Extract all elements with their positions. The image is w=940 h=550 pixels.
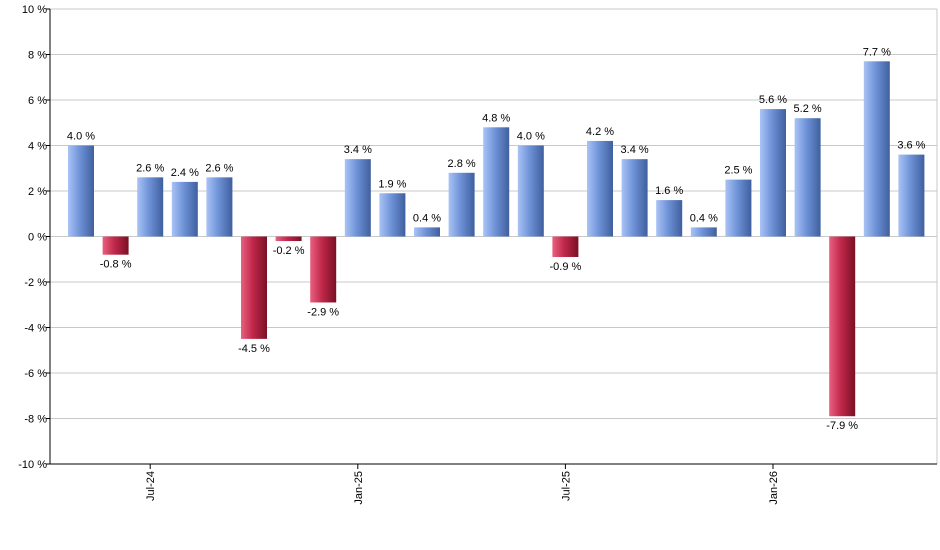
bar-value-label: 1.6 % [655,185,683,197]
bar-value-label: 1.9 % [378,178,406,190]
y-tick-label: 6 % [28,95,47,107]
bar-value-label: 2.6 % [205,162,233,174]
y-tick-label: 2 % [28,186,47,198]
y-tick-label: 10 % [22,4,47,16]
x-axis-tick-labels: Jul-24 Jan-25 Jul-25 Jan-26 [145,471,780,505]
bar-value-label: 0.4 % [690,212,718,224]
bar-value-label: -7.9 % [826,420,858,432]
bar-value-label: -2.9 % [307,306,339,318]
bar-value-label: -0.9 % [550,261,582,273]
bar-positive [344,159,371,237]
bar-positive [725,179,752,237]
y-tick-label: -6 % [24,368,47,380]
x-tick-label: Jul-25 [560,471,572,501]
bars [68,61,925,417]
bar-positive [898,154,925,237]
y-tick-label: -8 % [24,414,47,426]
bar-value-label: 3.6 % [897,140,925,152]
data-labels: 4.0 % -0.8 % 2.6 % 2.4 % 2.6 % -4.5 % -0.2 % -2… [67,46,926,432]
bar-value-label: 4.0 % [517,131,545,143]
axes [46,8,937,469]
bar-value-label: -4.5 % [238,343,270,355]
bar-positive [656,200,683,237]
bar-positive [414,227,440,237]
bar-positive [379,193,406,237]
bar-value-label: -0.2 % [273,245,305,257]
bar-value-label: 4.0 % [67,131,95,143]
bar-value-label: 5.6 % [759,94,787,106]
bar-value-label: 4.8 % [482,112,510,124]
bar-negative [310,236,337,303]
bar-value-label: 0.4 % [413,212,441,224]
bar-positive [794,118,821,237]
bar-positive [68,145,94,237]
bar-positive [863,61,890,237]
bar-negative [241,236,267,339]
bar-negative [829,236,856,417]
bar-positive [483,127,510,237]
x-tick-label: Jan-25 [353,471,365,505]
y-tick-label: 4 % [28,141,47,153]
bar-value-label: 2.8 % [448,158,476,170]
bar-negative [102,236,129,255]
y-tick-label: 0 % [28,232,47,244]
bar-value-label: 3.4 % [344,144,372,156]
bar-positive [171,181,198,237]
y-tick-label: 8 % [28,50,47,62]
bar-negative [275,236,302,242]
bar-value-label: 5.2 % [794,103,822,115]
bar-positive [206,177,233,237]
bar-positive [517,145,544,237]
bar-positive [448,172,475,237]
bar-positive [137,177,164,237]
bar-value-label: 2.4 % [171,167,199,179]
bar-value-label: 2.5 % [724,165,752,177]
bar-positive [587,140,613,237]
bar-negative [552,236,579,257]
bar-positive [690,227,717,237]
bar-positive [621,159,648,237]
bar-value-label: 4.2 % [586,126,614,138]
bar-value-label: -0.8 % [100,259,132,271]
bar-positive [760,109,786,237]
y-tick-label: -10 % [18,459,47,471]
y-tick-label: -2 % [24,277,47,289]
x-tick-label: Jul-24 [145,471,157,501]
y-axis-tick-labels: -10 % -8 % -6 % -4 % -2 % 0 % 2 % 4 % 6 % 8 % 10 % [18,4,47,471]
bar-value-label: 2.6 % [136,162,164,174]
y-tick-label: -4 % [24,323,47,335]
bar-value-label: 7.7 % [863,46,891,58]
bar-value-label: 3.4 % [621,144,649,156]
x-tick-label: Jan-26 [768,471,780,505]
